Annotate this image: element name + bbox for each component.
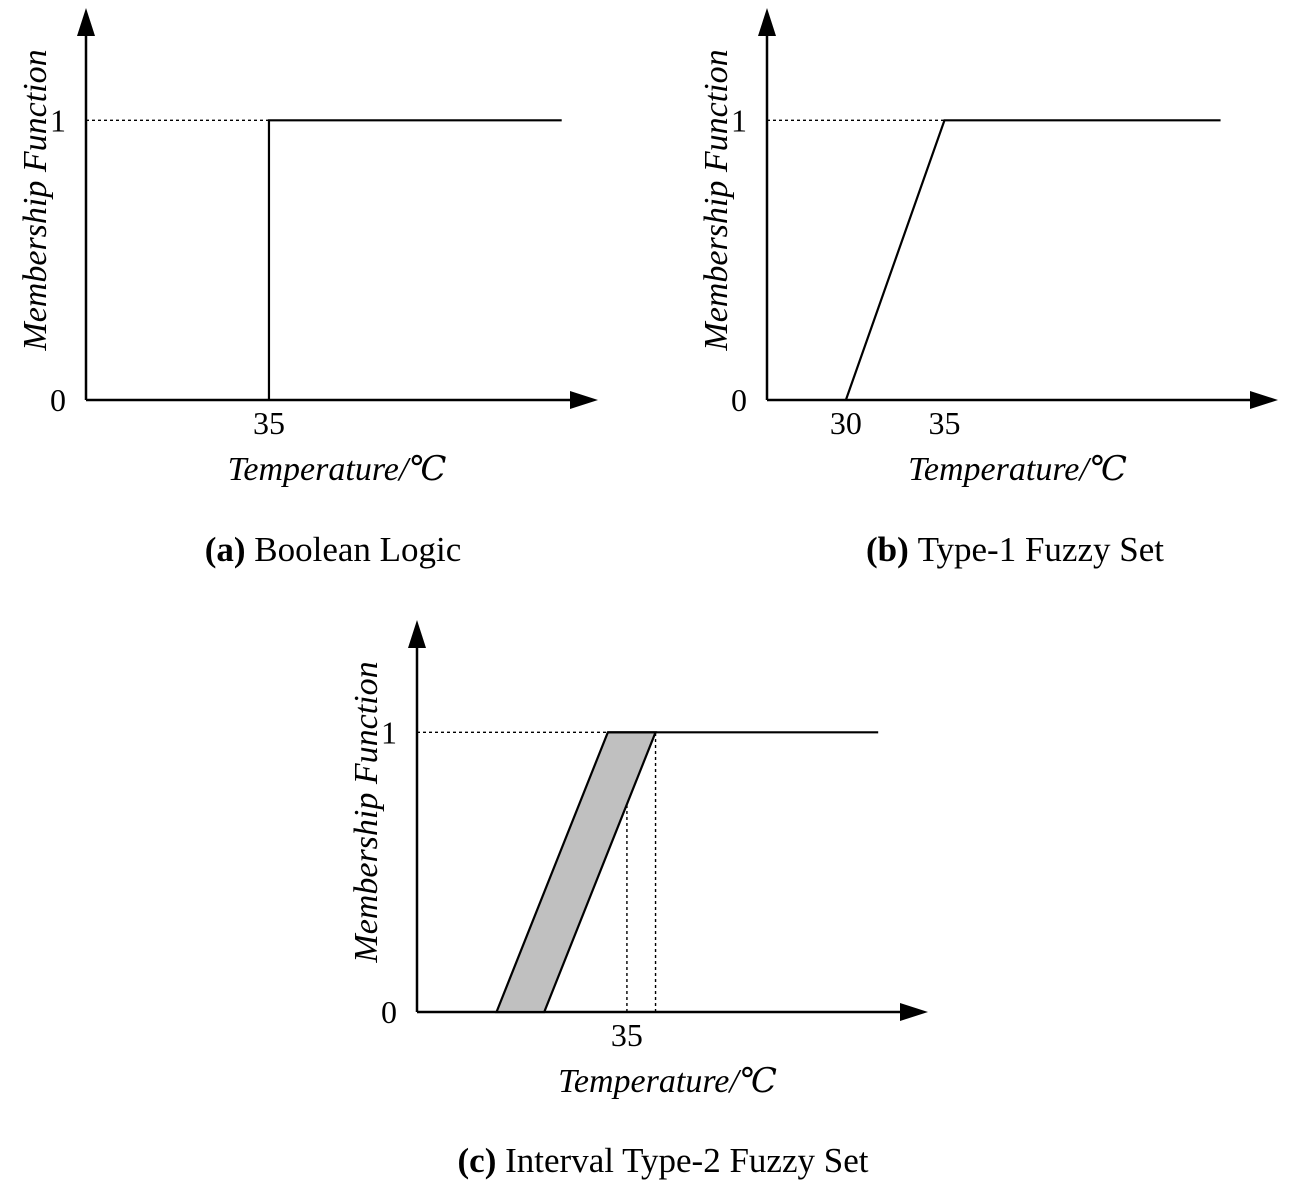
x-axis-title: Temperature/℃ bbox=[228, 451, 447, 488]
caption-gap bbox=[496, 1141, 505, 1180]
y-tick-label-1: 1 bbox=[50, 102, 66, 138]
caption-tag: (b) bbox=[866, 530, 909, 569]
y-axis-title: Membership Function bbox=[348, 661, 385, 963]
y-axis-arrow bbox=[758, 8, 776, 36]
panel-b-chart: 0 1 30 35 Temperature/℃ Membership Function (b… bbox=[698, 8, 1278, 569]
caption-text: Interval Type-2 Fuzzy Set bbox=[505, 1141, 869, 1180]
x-tick-label-30: 30 bbox=[830, 405, 862, 441]
panel-a-chart: 0 1 35 Temperature/℃ Membership Function (a) … bbox=[17, 8, 598, 569]
y-tick-label-0: 0 bbox=[381, 994, 397, 1030]
y-tick-label-1: 1 bbox=[731, 102, 747, 138]
panel-c-chart: 0 1 35 Temperature/℃ Membership Function (c) … bbox=[348, 620, 928, 1180]
panel-caption: (c) Interval Type-2 Fuzzy Set bbox=[458, 1141, 869, 1180]
x-axis-title: Temperature/℃ bbox=[908, 451, 1127, 488]
y-tick-label-1: 1 bbox=[381, 714, 397, 750]
caption-text: Boolean Logic bbox=[254, 530, 461, 569]
caption-tag: (c) bbox=[458, 1141, 497, 1180]
x-tick-label-35: 35 bbox=[611, 1017, 643, 1053]
y-axis-title: Membership Function bbox=[698, 49, 735, 351]
membership-curve-0 bbox=[267, 119, 562, 400]
y-axis-title: Membership Function bbox=[17, 49, 54, 351]
y-axis-arrow bbox=[408, 620, 426, 648]
y-tick-label-0: 0 bbox=[50, 382, 66, 418]
x-tick-label-35: 35 bbox=[253, 405, 285, 441]
panel-caption: (a) Boolean Logic bbox=[205, 530, 462, 569]
y-tick-label-0: 0 bbox=[731, 382, 747, 418]
caption-gap bbox=[909, 530, 918, 569]
caption-gap bbox=[246, 530, 255, 569]
y-axis-arrow bbox=[77, 8, 95, 36]
footprint-band bbox=[494, 731, 658, 1014]
x-axis-title: Temperature/℃ bbox=[558, 1063, 777, 1100]
panel-caption: (b) Type-1 Fuzzy Set bbox=[866, 530, 1164, 569]
x-tick-label-35: 35 bbox=[928, 405, 960, 441]
x-axis-arrow bbox=[570, 391, 598, 409]
x-axis-arrow bbox=[1250, 391, 1278, 409]
x-axis-arrow bbox=[900, 1003, 928, 1021]
caption-text: Type-1 Fuzzy Set bbox=[918, 530, 1165, 569]
membership-curve-0 bbox=[844, 119, 1221, 401]
caption-tag: (a) bbox=[205, 530, 246, 569]
